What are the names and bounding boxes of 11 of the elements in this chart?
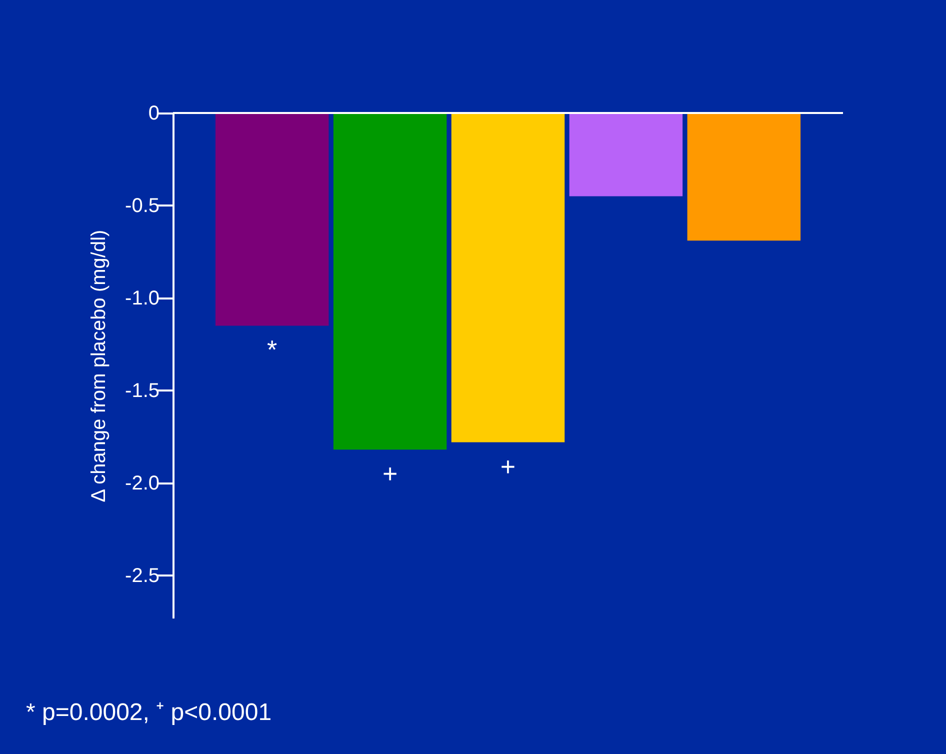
y-tick-label: -1.0 [125,287,160,310]
data-label: * [267,334,278,365]
text: * p=0.0002, ⁺ p<0.0001 [26,699,272,726]
data-label: + [500,451,516,482]
y-tick-label: -2.5 [125,564,160,587]
y-tick-label: -2.0 [125,472,160,494]
y-axis-title: Δ change from placebo (mg/dl) [88,230,110,502]
y-tick-label: -0.5 [125,194,160,217]
y-tick-label: -1.5 [125,380,160,402]
data-label: + [382,458,398,489]
y-tick-label: 0 [148,102,160,124]
